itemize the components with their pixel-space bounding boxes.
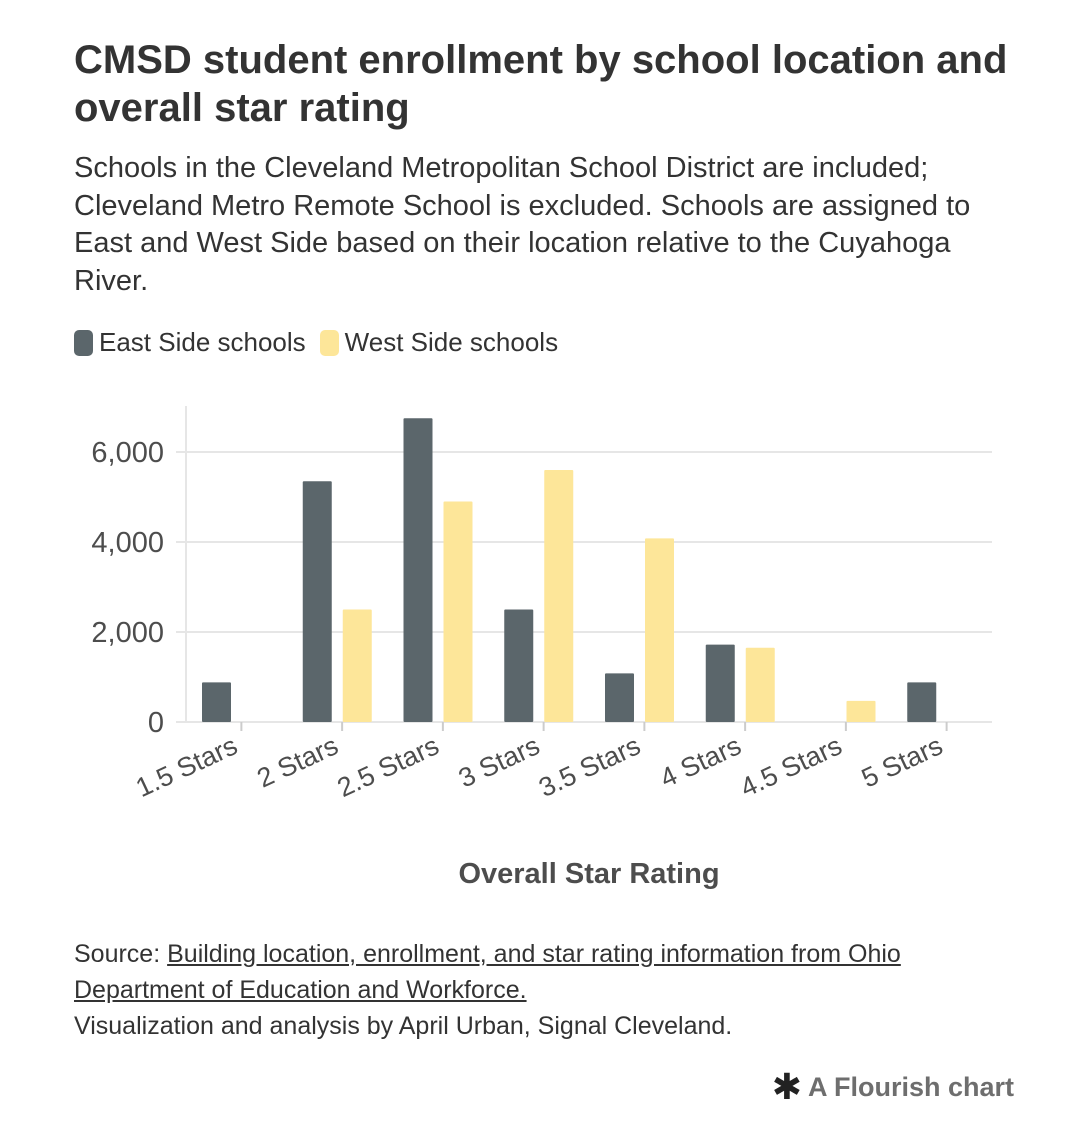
bar-east xyxy=(705,644,735,722)
legend-item-east[interactable]: East Side schools xyxy=(74,327,306,358)
x-tick-label: 4 Stars xyxy=(655,730,745,793)
flourish-star-icon: ✱ xyxy=(771,1066,802,1107)
legend-label-east: East Side schools xyxy=(99,327,306,357)
chart-subtitle: Schools in the Cleveland Metropolitan Sc… xyxy=(74,152,971,297)
y-tick-label: 2,000 xyxy=(91,617,164,649)
bar-west xyxy=(846,700,876,722)
y-tick-label: 6,000 xyxy=(91,437,164,469)
flourish-credit[interactable]: ✱ A Flourish chart xyxy=(772,1069,1014,1105)
legend-swatch-east xyxy=(74,329,93,356)
x-tick-label: 2.5 Stars xyxy=(333,730,444,803)
bar-east xyxy=(605,673,634,722)
bar-west xyxy=(443,501,473,722)
source-note: Source: Building location, enrollment, a… xyxy=(74,936,1014,1044)
legend: East Side schools West Side schools xyxy=(74,327,572,358)
source-prefix: Source: xyxy=(74,940,168,968)
flourish-label: A Flourish chart xyxy=(807,1071,1014,1102)
x-tick-label: 4.5 Stars xyxy=(736,730,847,803)
y-tick-label: 4,000 xyxy=(91,527,164,559)
bar-east xyxy=(302,481,332,722)
legend-label-west: West Side schools xyxy=(344,327,559,357)
bar-east xyxy=(504,609,534,722)
bar-west xyxy=(544,470,574,722)
x-tick-label: 2 Stars xyxy=(252,730,342,793)
bar-west xyxy=(342,609,372,722)
x-tick-label: 3 Stars xyxy=(454,730,544,793)
legend-swatch-west xyxy=(319,329,339,356)
bar-east xyxy=(202,682,231,722)
x-tick-label: 3.5 Stars xyxy=(534,730,645,803)
bar-east xyxy=(403,418,433,722)
x-axis-title: Overall Star Rating xyxy=(458,858,719,890)
x-tick-label: 5 Stars xyxy=(857,730,947,793)
bar-east xyxy=(907,682,937,722)
source-link[interactable]: Building location, enrollment, and star … xyxy=(74,940,901,1004)
legend-item-west[interactable]: West Side schools xyxy=(319,327,559,358)
bar-west xyxy=(745,647,775,722)
y-tick-label: 0 xyxy=(148,707,164,739)
credit-text: Visualization and analysis by April Urba… xyxy=(74,1012,733,1040)
chart-title: CMSD student enrollment by school locati… xyxy=(74,38,1008,130)
bar-west xyxy=(645,538,674,722)
x-tick-label: 1.5 Stars xyxy=(131,730,242,803)
